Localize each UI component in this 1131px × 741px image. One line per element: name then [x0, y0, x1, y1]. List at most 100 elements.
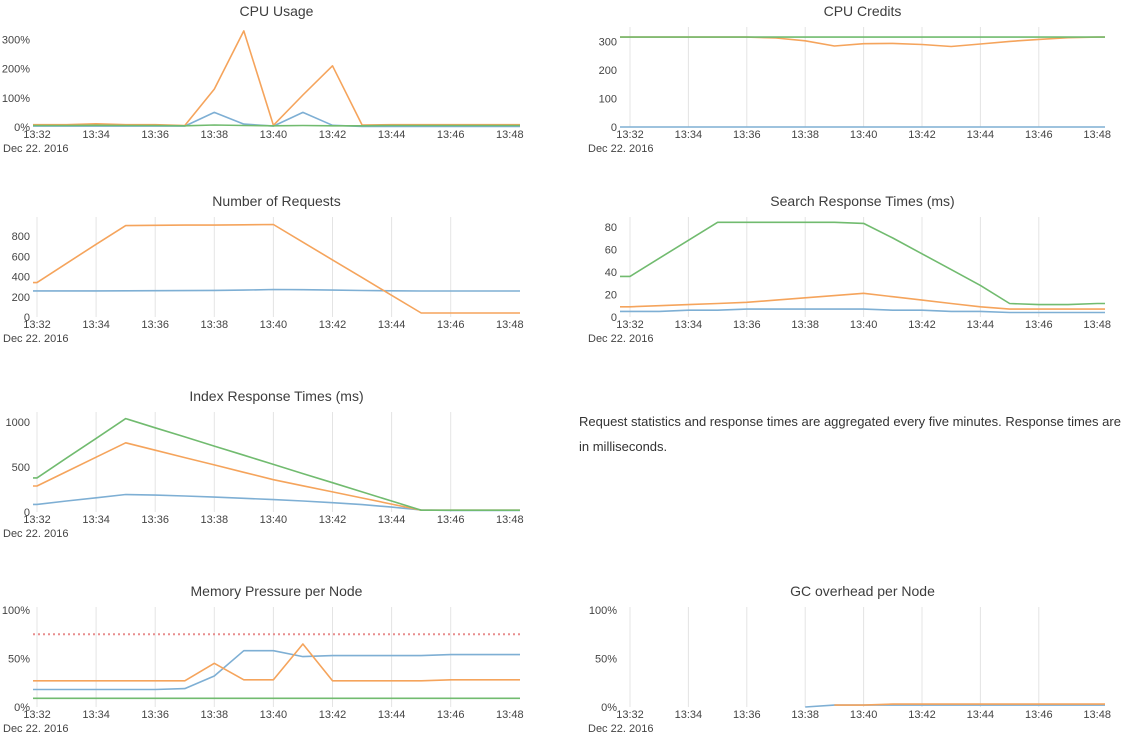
- x-tick-label: 13:44: [378, 319, 406, 331]
- series-line-orange: [834, 703, 1105, 706]
- x-tick-label: 13:36: [733, 129, 761, 141]
- x-tick-label: 13:40: [260, 319, 288, 331]
- y-tick-label: 20: [605, 289, 617, 301]
- x-tick-label: 13:40: [850, 709, 878, 721]
- chart-title: Search Response Times (ms): [770, 193, 954, 209]
- y-tick-label: 500: [12, 462, 30, 474]
- gc-overhead-chart[interactable]: 0% 50% 100% 13:32 13:34 13:36 13:38 13:40 13:42 1…: [565, 580, 1131, 741]
- x-tick-label: 13:44: [378, 709, 406, 721]
- x-tick-label: 13:48: [496, 514, 524, 526]
- y-tick-label: 0%: [601, 702, 617, 714]
- x-tick-label: 13:46: [437, 319, 465, 331]
- x-tick-label: 13:46: [437, 129, 465, 141]
- y-tick-label: 100: [599, 94, 617, 106]
- series-line-orange: [33, 643, 520, 682]
- y-tick-label: 200: [12, 292, 30, 304]
- cpu-usage-chart-canvas[interactable]: 0% 100% 200% 300% 13:32 13:34 13:36 13:38 13:40 1…: [0, 0, 565, 160]
- y-tick-label: 200: [599, 65, 617, 77]
- x-tick-label: 13:34: [82, 319, 110, 331]
- x-tick-label: 13:38: [201, 319, 229, 331]
- y-tick-label: 1000: [6, 417, 30, 429]
- series-line-blue: [33, 493, 520, 512]
- index-response-times-chart-canvas[interactable]: 0 500 1000 13:32 13:34 13:36 13:38 13:40 13:42 13…: [0, 385, 565, 545]
- series-line-blue: [33, 288, 520, 292]
- x-tick-label: 13:44: [967, 709, 995, 721]
- y-tick-label: 400: [12, 272, 30, 284]
- x-tick-label: 13:44: [378, 514, 406, 526]
- x-tick-label: 13:48: [1083, 129, 1111, 141]
- x-tick-label: 13:32: [23, 319, 51, 331]
- x-tick-label: 13:46: [437, 514, 465, 526]
- x-tick-label: 13:44: [967, 319, 995, 331]
- x-tick-label: 13:34: [675, 709, 703, 721]
- x-tick-label: 13:40: [260, 709, 288, 721]
- series-line-orange: [620, 36, 1105, 48]
- series-line-blue: [33, 649, 520, 691]
- chart-title: CPU Credits: [824, 3, 902, 19]
- x-tick-label: 13:34: [675, 129, 703, 141]
- memory-pressure-chart[interactable]: 0% 50% 100% 13:32 13:34 13:36 13:38 13:40 13:42 1…: [0, 580, 565, 741]
- x-tick-label: 13:38: [201, 709, 229, 721]
- x-axis-date-label: Dec 22. 2016: [3, 528, 68, 540]
- x-tick-label: 13:32: [616, 709, 644, 721]
- gc-overhead-chart-canvas[interactable]: 0% 50% 100% 13:32 13:34 13:36 13:38 13:40 13:42 1…: [565, 580, 1131, 741]
- y-tick-label: 100%: [2, 605, 30, 617]
- y-tick-label: 40: [605, 267, 617, 279]
- y-tick-label: 0%: [14, 702, 30, 714]
- x-tick-label: 13:34: [82, 709, 110, 721]
- x-tick-label: 13:48: [496, 129, 524, 141]
- x-axis-date-label: Dec 22. 2016: [588, 333, 653, 345]
- y-tick-label: 100%: [2, 93, 30, 105]
- x-tick-label: 13:36: [141, 319, 169, 331]
- x-tick-label: 13:36: [141, 129, 169, 141]
- x-tick-label: 13:48: [496, 709, 524, 721]
- x-tick-label: 13:42: [908, 129, 936, 141]
- y-tick-label: 60: [605, 244, 617, 256]
- cpu-credits-chart-canvas[interactable]: 0 100 200 300 13:32 13:34 13:36 13:38 13:40 13:42…: [565, 0, 1131, 160]
- y-tick-label: 300: [599, 36, 617, 48]
- y-tick-label: 0: [24, 312, 30, 324]
- index-response-times-chart[interactable]: 0 500 1000 13:32 13:34 13:36 13:38 13:40 13:42 13…: [0, 385, 565, 545]
- x-tick-label: 13:32: [23, 129, 51, 141]
- cpu-usage-chart[interactable]: 0% 100% 200% 300% 13:32 13:34 13:36 13:38 13:40 1…: [0, 0, 565, 160]
- x-tick-label: 13:32: [23, 514, 51, 526]
- y-tick-label: 80: [605, 222, 617, 234]
- x-axis-date-label: Dec 22. 2016: [3, 333, 68, 345]
- x-tick-label: 13:44: [967, 129, 995, 141]
- x-tick-label: 13:40: [850, 319, 878, 331]
- series-line-green: [620, 221, 1105, 306]
- x-tick-label: 13:36: [141, 709, 169, 721]
- x-tick-label: 13:42: [908, 319, 936, 331]
- search-response-times-chart-canvas[interactable]: 0 20 40 60 80 13:32 13:34 13:36 13:38 13:40 13:42 1…: [565, 190, 1131, 350]
- y-tick-label: 0: [611, 312, 617, 324]
- memory-pressure-chart-canvas[interactable]: 0% 50% 100% 13:32 13:34 13:36 13:38 13:40 13:42 1…: [0, 580, 565, 741]
- chart-title: Index Response Times (ms): [189, 388, 363, 404]
- search-response-times-chart[interactable]: 0 20 40 60 80 13:32 13:34 13:36 13:38 13:40 13:42 1…: [565, 190, 1131, 350]
- x-tick-label: 13:34: [82, 514, 110, 526]
- y-tick-label: 600: [12, 251, 30, 263]
- number-of-requests-chart-canvas[interactable]: 0 200 400 600 800 13:32 13:34 13:36 13:38 13:40 13…: [0, 190, 565, 350]
- aggregation-note: Request statistics and response times ar…: [579, 414, 1121, 454]
- series-line-orange: [620, 292, 1105, 310]
- x-tick-label: 13:42: [319, 319, 347, 331]
- series-line-green: [33, 417, 520, 511]
- x-tick-label: 13:48: [496, 319, 524, 331]
- x-tick-label: 13:40: [850, 129, 878, 141]
- chart-title: CPU Usage: [240, 3, 314, 19]
- x-tick-label: 13:32: [616, 129, 644, 141]
- x-tick-label: 13:40: [260, 129, 288, 141]
- x-tick-label: 13:46: [1025, 129, 1053, 141]
- number-of-requests-chart[interactable]: 0 200 400 600 800 13:32 13:34 13:36 13:38 13:40 13…: [0, 190, 565, 350]
- y-tick-label: 200%: [2, 64, 30, 76]
- y-tick-label: 100%: [589, 605, 617, 617]
- y-tick-label: 0: [24, 507, 30, 519]
- x-tick-label: 13:38: [201, 129, 229, 141]
- cpu-credits-chart[interactable]: 0 100 200 300 13:32 13:34 13:36 13:38 13:40 13:42…: [565, 0, 1131, 160]
- x-axis-date-label: Dec 22. 2016: [588, 143, 653, 155]
- chart-title: Memory Pressure per Node: [191, 583, 363, 599]
- x-tick-label: 13:34: [675, 319, 703, 331]
- x-tick-label: 13:36: [733, 319, 761, 331]
- y-tick-label: 300%: [2, 35, 30, 47]
- x-tick-label: 13:42: [908, 709, 936, 721]
